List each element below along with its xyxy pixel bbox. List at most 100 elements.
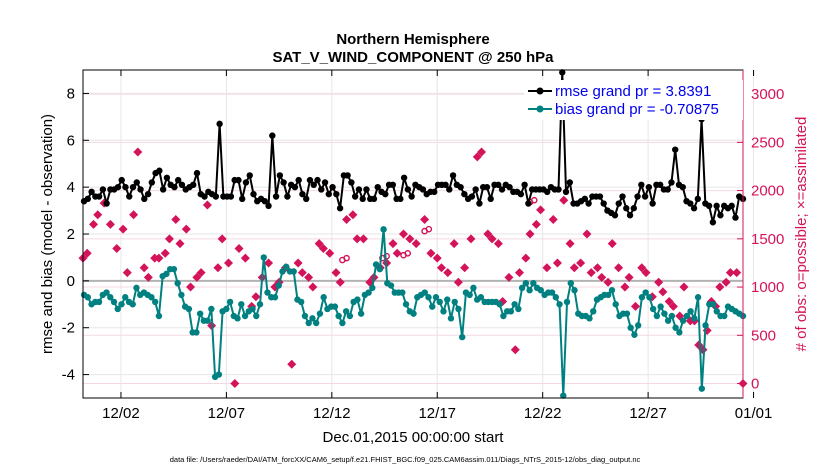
- bias-point: [687, 308, 694, 315]
- assimilated-obs-marker: [514, 268, 524, 278]
- rmse-point: [638, 181, 645, 188]
- rmse-point: [717, 212, 724, 219]
- bias-point: [275, 282, 282, 289]
- bias-point: [631, 331, 638, 338]
- rmse-point: [713, 202, 720, 210]
- assimilated-obs-marker: [348, 210, 358, 220]
- y2-tick-label: 3000: [751, 86, 784, 103]
- bias-point: [369, 284, 376, 292]
- rmse-point: [543, 188, 551, 196]
- bias-point: [238, 301, 245, 308]
- y-tick-label: -4: [62, 367, 75, 384]
- rmse-point: [250, 190, 257, 198]
- assimilated-obs-marker: [593, 263, 603, 273]
- rmse-point: [126, 193, 133, 200]
- rmse-point: [619, 193, 626, 200]
- bias-point: [571, 287, 578, 294]
- rmse-point: [318, 186, 325, 193]
- rmse-point: [611, 212, 619, 219]
- rmse-point: [306, 176, 314, 184]
- assimilated-obs-marker: [143, 272, 153, 282]
- assimilated-obs-marker: [521, 253, 531, 263]
- bias-point: [563, 298, 571, 306]
- chart-title: Northern Hemisphere: [336, 31, 489, 48]
- assimilated-obs-marker: [251, 292, 261, 302]
- rmse-point: [442, 181, 449, 188]
- rmse-point: [615, 200, 622, 207]
- rmse-point: [374, 183, 381, 191]
- bias-point: [249, 305, 256, 313]
- rmse-point: [344, 172, 351, 179]
- bias-point: [380, 226, 387, 233]
- rmse-point: [498, 186, 506, 193]
- rmse-point: [555, 186, 562, 193]
- bias-point: [560, 392, 567, 399]
- assimilated-obs-marker: [186, 282, 196, 292]
- bias-point: [410, 310, 417, 317]
- rmse-point: [389, 181, 397, 188]
- bias-point: [556, 301, 563, 308]
- bias-point: [107, 294, 114, 301]
- bias-point: [301, 312, 309, 320]
- rmse-point: [668, 179, 675, 186]
- assimilated-obs-marker: [264, 258, 274, 268]
- x-tick-label: 01/01: [735, 405, 773, 422]
- bias-point: [305, 319, 312, 327]
- rmse-point: [449, 172, 457, 179]
- y2-tick-label: 2500: [751, 134, 784, 151]
- rmse-point: [506, 183, 513, 191]
- rmse-point: [476, 200, 483, 207]
- bias-point: [507, 308, 515, 315]
- rmse-point: [242, 179, 250, 186]
- bias-point: [320, 294, 327, 301]
- assimilated-obs-marker: [637, 263, 647, 273]
- bias-point: [283, 263, 290, 270]
- assimilated-obs-marker: [171, 215, 181, 225]
- rmse-point: [446, 186, 453, 193]
- possible-obs-marker: [425, 225, 433, 233]
- rmse-point: [408, 193, 415, 200]
- bias-point: [376, 265, 384, 273]
- rmse-point: [679, 183, 686, 191]
- rmse-point: [310, 181, 317, 188]
- assimilated-obs-marker: [392, 248, 402, 258]
- legend-box: [524, 80, 743, 120]
- assimilated-obs-marker: [715, 282, 725, 292]
- assimilated-obs-marker: [449, 239, 459, 249]
- y-tick-label: 0: [67, 273, 75, 290]
- rmse-point: [272, 193, 280, 200]
- assimilated-obs-marker: [192, 272, 202, 282]
- x-tick-label: 12/22: [524, 405, 562, 422]
- bias-point: [612, 301, 619, 308]
- bias-point: [226, 298, 234, 306]
- y-tick-label: -2: [62, 320, 75, 337]
- bias-point: [721, 312, 728, 320]
- rmse-point: [483, 183, 491, 191]
- rmse-point: [216, 120, 223, 128]
- assimilated-obs-marker: [202, 200, 212, 210]
- assimilated-obs-marker: [318, 243, 328, 253]
- assimilated-obs-marker: [466, 234, 476, 244]
- assimilated-obs-marker: [335, 277, 345, 287]
- bias-point: [444, 296, 451, 303]
- legend-bias-label: bias grand pr = -0.70875: [555, 101, 719, 118]
- rmse-point: [246, 172, 253, 179]
- rmse-point: [227, 193, 235, 200]
- bias-point: [354, 296, 361, 303]
- assimilated-obs-marker: [331, 268, 341, 278]
- bias-point: [634, 322, 642, 329]
- rmse-point: [193, 169, 201, 177]
- possible-obs-marker: [404, 249, 412, 257]
- rmse-point: [431, 188, 438, 196]
- rmse-point: [468, 193, 476, 200]
- assimilated-obs-marker: [641, 268, 651, 278]
- bias-point: [151, 298, 159, 306]
- bias-point: [702, 322, 709, 329]
- rmse-point: [141, 195, 148, 203]
- rmse-point: [355, 186, 363, 193]
- rmse-point: [212, 193, 220, 200]
- rmse-point: [705, 202, 713, 210]
- rmse-point: [174, 176, 182, 184]
- rmse-point: [672, 146, 679, 153]
- assimilated-obs-marker: [436, 263, 446, 273]
